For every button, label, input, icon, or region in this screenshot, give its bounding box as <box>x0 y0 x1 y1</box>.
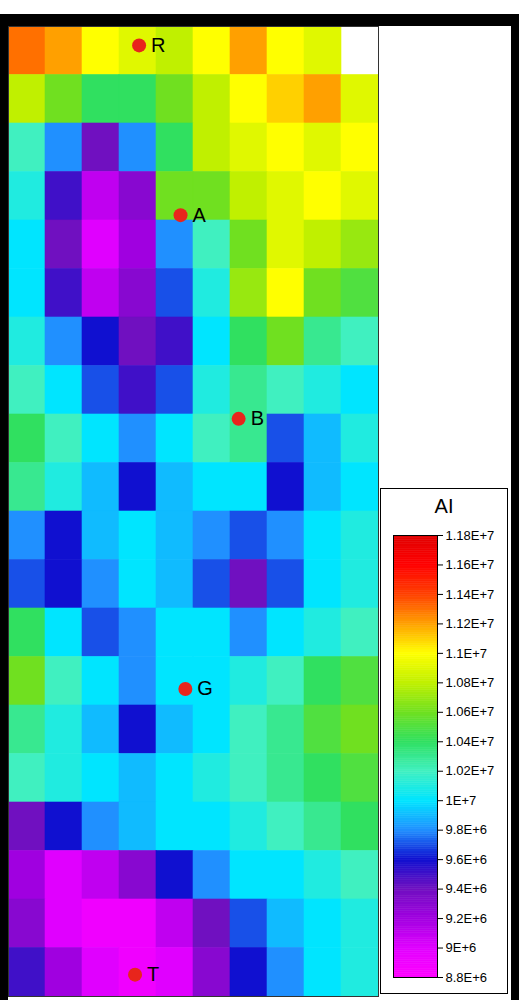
svg-text:G: G <box>197 677 213 699</box>
svg-text:1.1E+7: 1.1E+7 <box>446 646 488 661</box>
svg-text:1.08E+7: 1.08E+7 <box>446 675 495 690</box>
svg-text:1.12E+7: 1.12E+7 <box>446 616 495 631</box>
svg-text:R: R <box>151 34 165 56</box>
svg-text:B: B <box>251 407 264 429</box>
svg-text:T: T <box>147 963 159 985</box>
svg-text:9E+6: 9E+6 <box>446 940 477 955</box>
svg-text:1.16E+7: 1.16E+7 <box>446 557 495 572</box>
svg-text:9.4E+6: 9.4E+6 <box>446 881 488 896</box>
svg-text:1E+7: 1E+7 <box>446 793 477 808</box>
html-text:AI: AI <box>434 495 454 517</box>
svg-text:1.04E+7: 1.04E+7 <box>446 734 495 749</box>
svg-text:9.8E+6: 9.8E+6 <box>446 822 488 837</box>
svg-text:1.06E+7: 1.06E+7 <box>446 704 495 719</box>
svg-text:1.02E+7: 1.02E+7 <box>446 763 495 778</box>
svg-text:8.8E+6: 8.8E+6 <box>446 970 488 985</box>
svg-text:A: A <box>193 204 207 226</box>
svg-text:9.6E+6: 9.6E+6 <box>446 852 488 867</box>
svg-text:1.14E+7: 1.14E+7 <box>446 587 495 602</box>
svg-text:1.18E+7: 1.18E+7 <box>446 528 495 543</box>
svg-text:9.2E+6: 9.2E+6 <box>446 911 488 926</box>
